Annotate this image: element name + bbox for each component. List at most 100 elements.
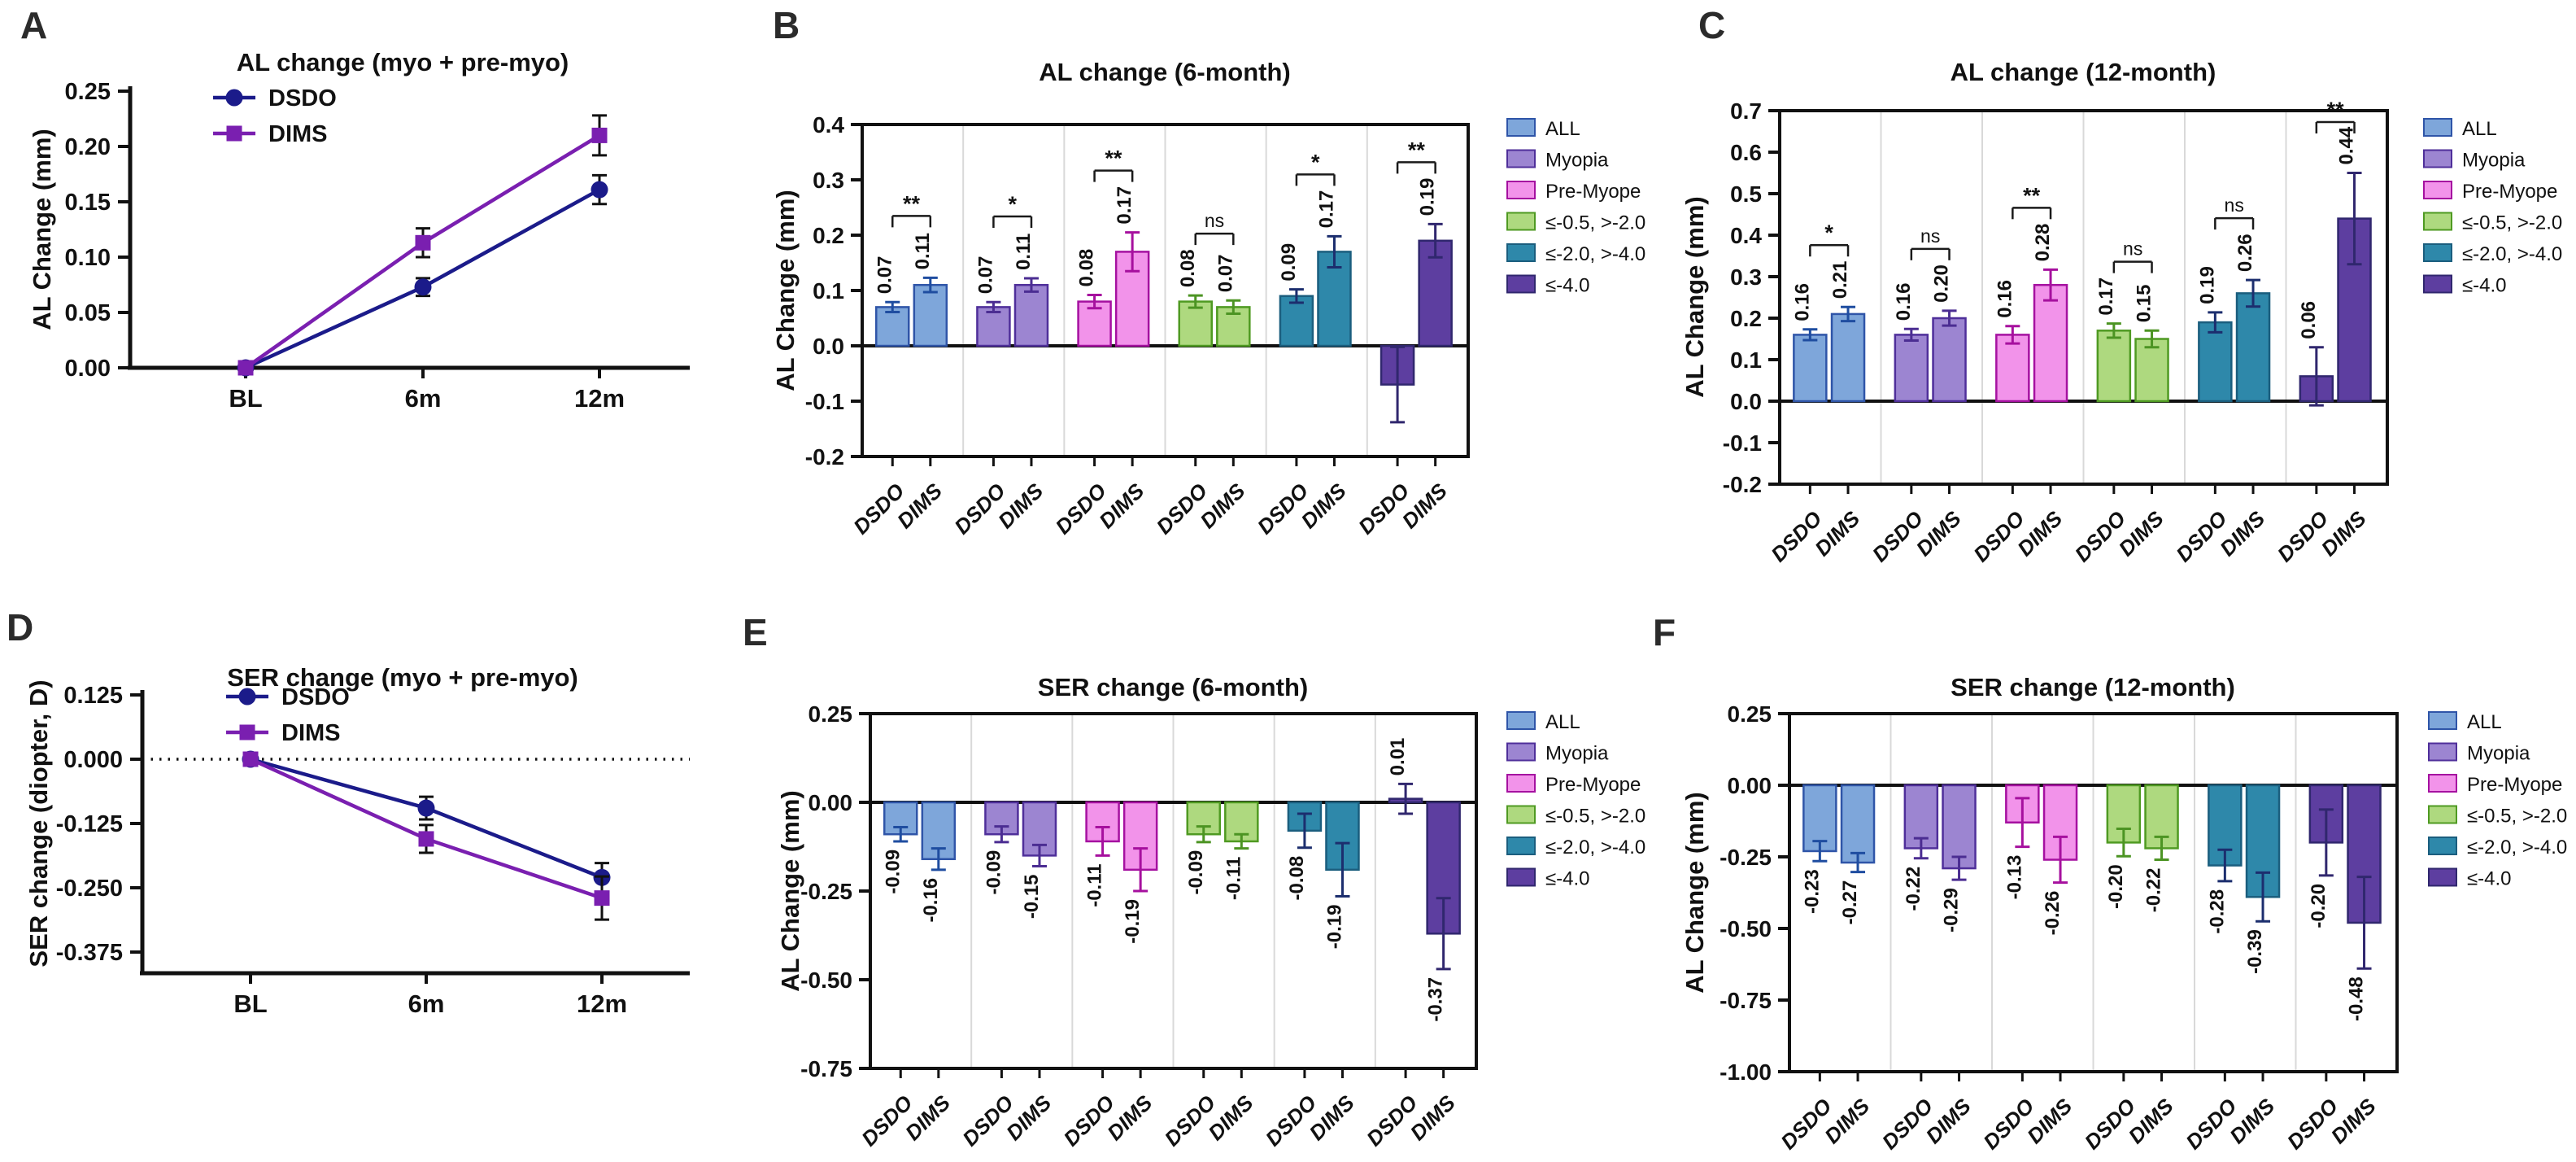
panel-C: C AL change (12-month) AL Change (mm) 0.…: [1611, 0, 2576, 581]
value-label: 0.15: [2134, 285, 2155, 323]
marker-DIMS: [591, 127, 608, 143]
value-label: -0.13: [2003, 855, 2025, 900]
panel-letter-C: C: [1698, 4, 1726, 46]
sig-label: *: [1824, 221, 1833, 245]
panel-title-E: SER change (6-month): [1037, 673, 1309, 701]
bar-E-Myopia-DSDO: [984, 801, 1019, 836]
value-label: -0.16: [920, 878, 942, 923]
legend-swatch-≤-4.0: [1506, 867, 1536, 887]
x-tick-label: DIMS: [1094, 478, 1149, 534]
marker-DIMS: [415, 234, 431, 251]
y-tick-label: 0.0: [813, 334, 844, 359]
y-tick-label: -0.1: [805, 389, 844, 414]
legend-swatch-≤-0.5, >-2.0: [2428, 805, 2457, 824]
x-tick-label: DIMS: [1406, 1090, 1461, 1146]
legend-label: ≤-4.0: [2467, 868, 2512, 890]
x-tick-label: DIMS: [2114, 506, 2169, 561]
legend-label: Pre-Myope: [1545, 181, 1641, 203]
value-label: 0.16: [1893, 283, 1915, 321]
value-label: 0.21: [1829, 261, 1851, 299]
panel-letter-E: E: [743, 611, 768, 653]
sig-label: ns: [1205, 210, 1224, 231]
y-tick-label: 0.00: [1728, 773, 1772, 798]
legend-label: ≤-2.0, >-4.0: [1545, 243, 1645, 265]
y-tick-label: -0.125: [56, 811, 123, 837]
x-tick-label: DIMS: [1203, 1090, 1258, 1146]
legend-swatch-Pre-Myope: [2428, 774, 2457, 793]
legend-label: ≤-4.0: [1545, 275, 1590, 297]
value-label: 0.08: [1177, 249, 1199, 287]
y-tick-label: 0.4: [1730, 223, 1762, 248]
value-label: -0.48: [2346, 976, 2368, 1021]
panel-title-F: SER change (12-month): [1951, 673, 2235, 701]
panel-title-C: AL change (12-month): [1950, 58, 2216, 86]
y-tick-label: 0.0: [1730, 389, 1762, 414]
bar-B-ALL-DIMS: [913, 283, 948, 347]
value-label: 0.07: [874, 256, 896, 295]
legend-label: ALL: [1545, 118, 1580, 140]
value-label: 0.17: [1315, 190, 1337, 229]
bar-chart-E: 0.250.00-0.25-0.50-0.75-0.09DSDO-0.16DIM…: [800, 701, 1645, 1151]
marker-DSDO: [414, 278, 432, 296]
bar-C-ALL-DSDO: [1793, 334, 1828, 403]
legend-label: Pre-Myope: [2462, 181, 2557, 203]
value-label: -0.11: [1084, 863, 1106, 906]
value-label: 0.17: [1114, 186, 1135, 225]
marker-DIMS: [242, 751, 259, 767]
value-label: -0.26: [2042, 891, 2064, 936]
bar-C-≤-0.5, >-2.0-DSDO: [2096, 330, 2132, 403]
legend-label: Myopia: [2467, 743, 2530, 765]
bar-C-Myopia-DIMS: [1932, 317, 1967, 403]
bar-C-Pre-Myope-DIMS: [2033, 283, 2068, 403]
legend-swatch-Myopia: [1506, 149, 1536, 168]
y-tick-label: 0.3: [1730, 264, 1762, 290]
legend-swatch-ALL: [1506, 711, 1536, 730]
y-tick-label: 0.1: [1730, 347, 1762, 373]
legend-label: ≤-0.5, >-2.0: [2462, 212, 2562, 234]
x-tick-label: DIMS: [2012, 506, 2068, 561]
x-tick-label: DIMS: [1397, 478, 1453, 534]
y-tick-label: -0.375: [56, 940, 123, 966]
sig-label: ns: [2123, 238, 2142, 260]
legend-label: ALL: [2462, 118, 2497, 140]
value-label: -0.09: [882, 850, 904, 894]
legend-swatch-≤-0.5, >-2.0: [2423, 212, 2452, 231]
legend-swatch-≤-4.0: [2428, 867, 2457, 887]
y-tick-label: -0.75: [800, 1056, 852, 1081]
sig-label: *: [1008, 192, 1017, 216]
bar-C-ALL-DIMS: [1830, 312, 1866, 403]
value-label: -0.11: [1223, 857, 1244, 900]
value-label: 0.01: [1387, 738, 1409, 776]
x-tick-label: DIMS: [1921, 1094, 1977, 1149]
value-label: -0.08: [1286, 856, 1308, 901]
x-tick-label: DIMS: [1297, 478, 1352, 534]
sig-label: **: [903, 191, 921, 216]
y-tick-label: 0.4: [813, 112, 844, 138]
legend-swatch-≤-2.0, >-4.0: [1506, 243, 1536, 262]
y-tick-label: 0.00: [809, 790, 853, 815]
line-chart-A: 0.25 0.20 0.15 0.10 0.05 0.00 BL 6m 12m DSDO DIMS: [65, 79, 690, 413]
panel-letter-F: F: [1653, 611, 1676, 653]
x-tick-label: DIMS: [2225, 1094, 2280, 1149]
legend-swatch-≤-4.0: [1506, 274, 1536, 294]
legend-label: ≤-4.0: [1545, 868, 1590, 890]
value-label: 0.08: [1076, 249, 1098, 287]
y-tick-label: 0.125: [63, 683, 123, 709]
legend-swatch-Myopia: [1506, 742, 1536, 762]
sig-label: *: [1311, 150, 1320, 174]
x-tick-label: DIMS: [993, 478, 1048, 534]
x-tick-label: DIMS: [2317, 506, 2372, 561]
value-label: 0.19: [1417, 178, 1439, 216]
marker-DIMS: [594, 890, 610, 906]
value-label: -0.15: [1021, 874, 1043, 919]
panel-F: F SER change (12-month) AL Change (mm) 0…: [1611, 581, 2576, 1162]
y-tick-label: 0.6: [1730, 140, 1762, 165]
legend-marker-DIMS: [239, 724, 255, 740]
bar-C-Pre-Myope-DSDO: [1995, 334, 2030, 403]
bar-chart-C: 0.70.60.50.40.30.20.10.0-0.1-0.20.16DSDO…: [1723, 98, 2562, 566]
legend-swatch-≤-2.0, >-4.0: [1506, 837, 1536, 855]
legend-label: Pre-Myope: [1545, 774, 1641, 796]
legend-label: Myopia: [1545, 150, 1609, 172]
y-tick-label: -0.50: [800, 968, 852, 993]
